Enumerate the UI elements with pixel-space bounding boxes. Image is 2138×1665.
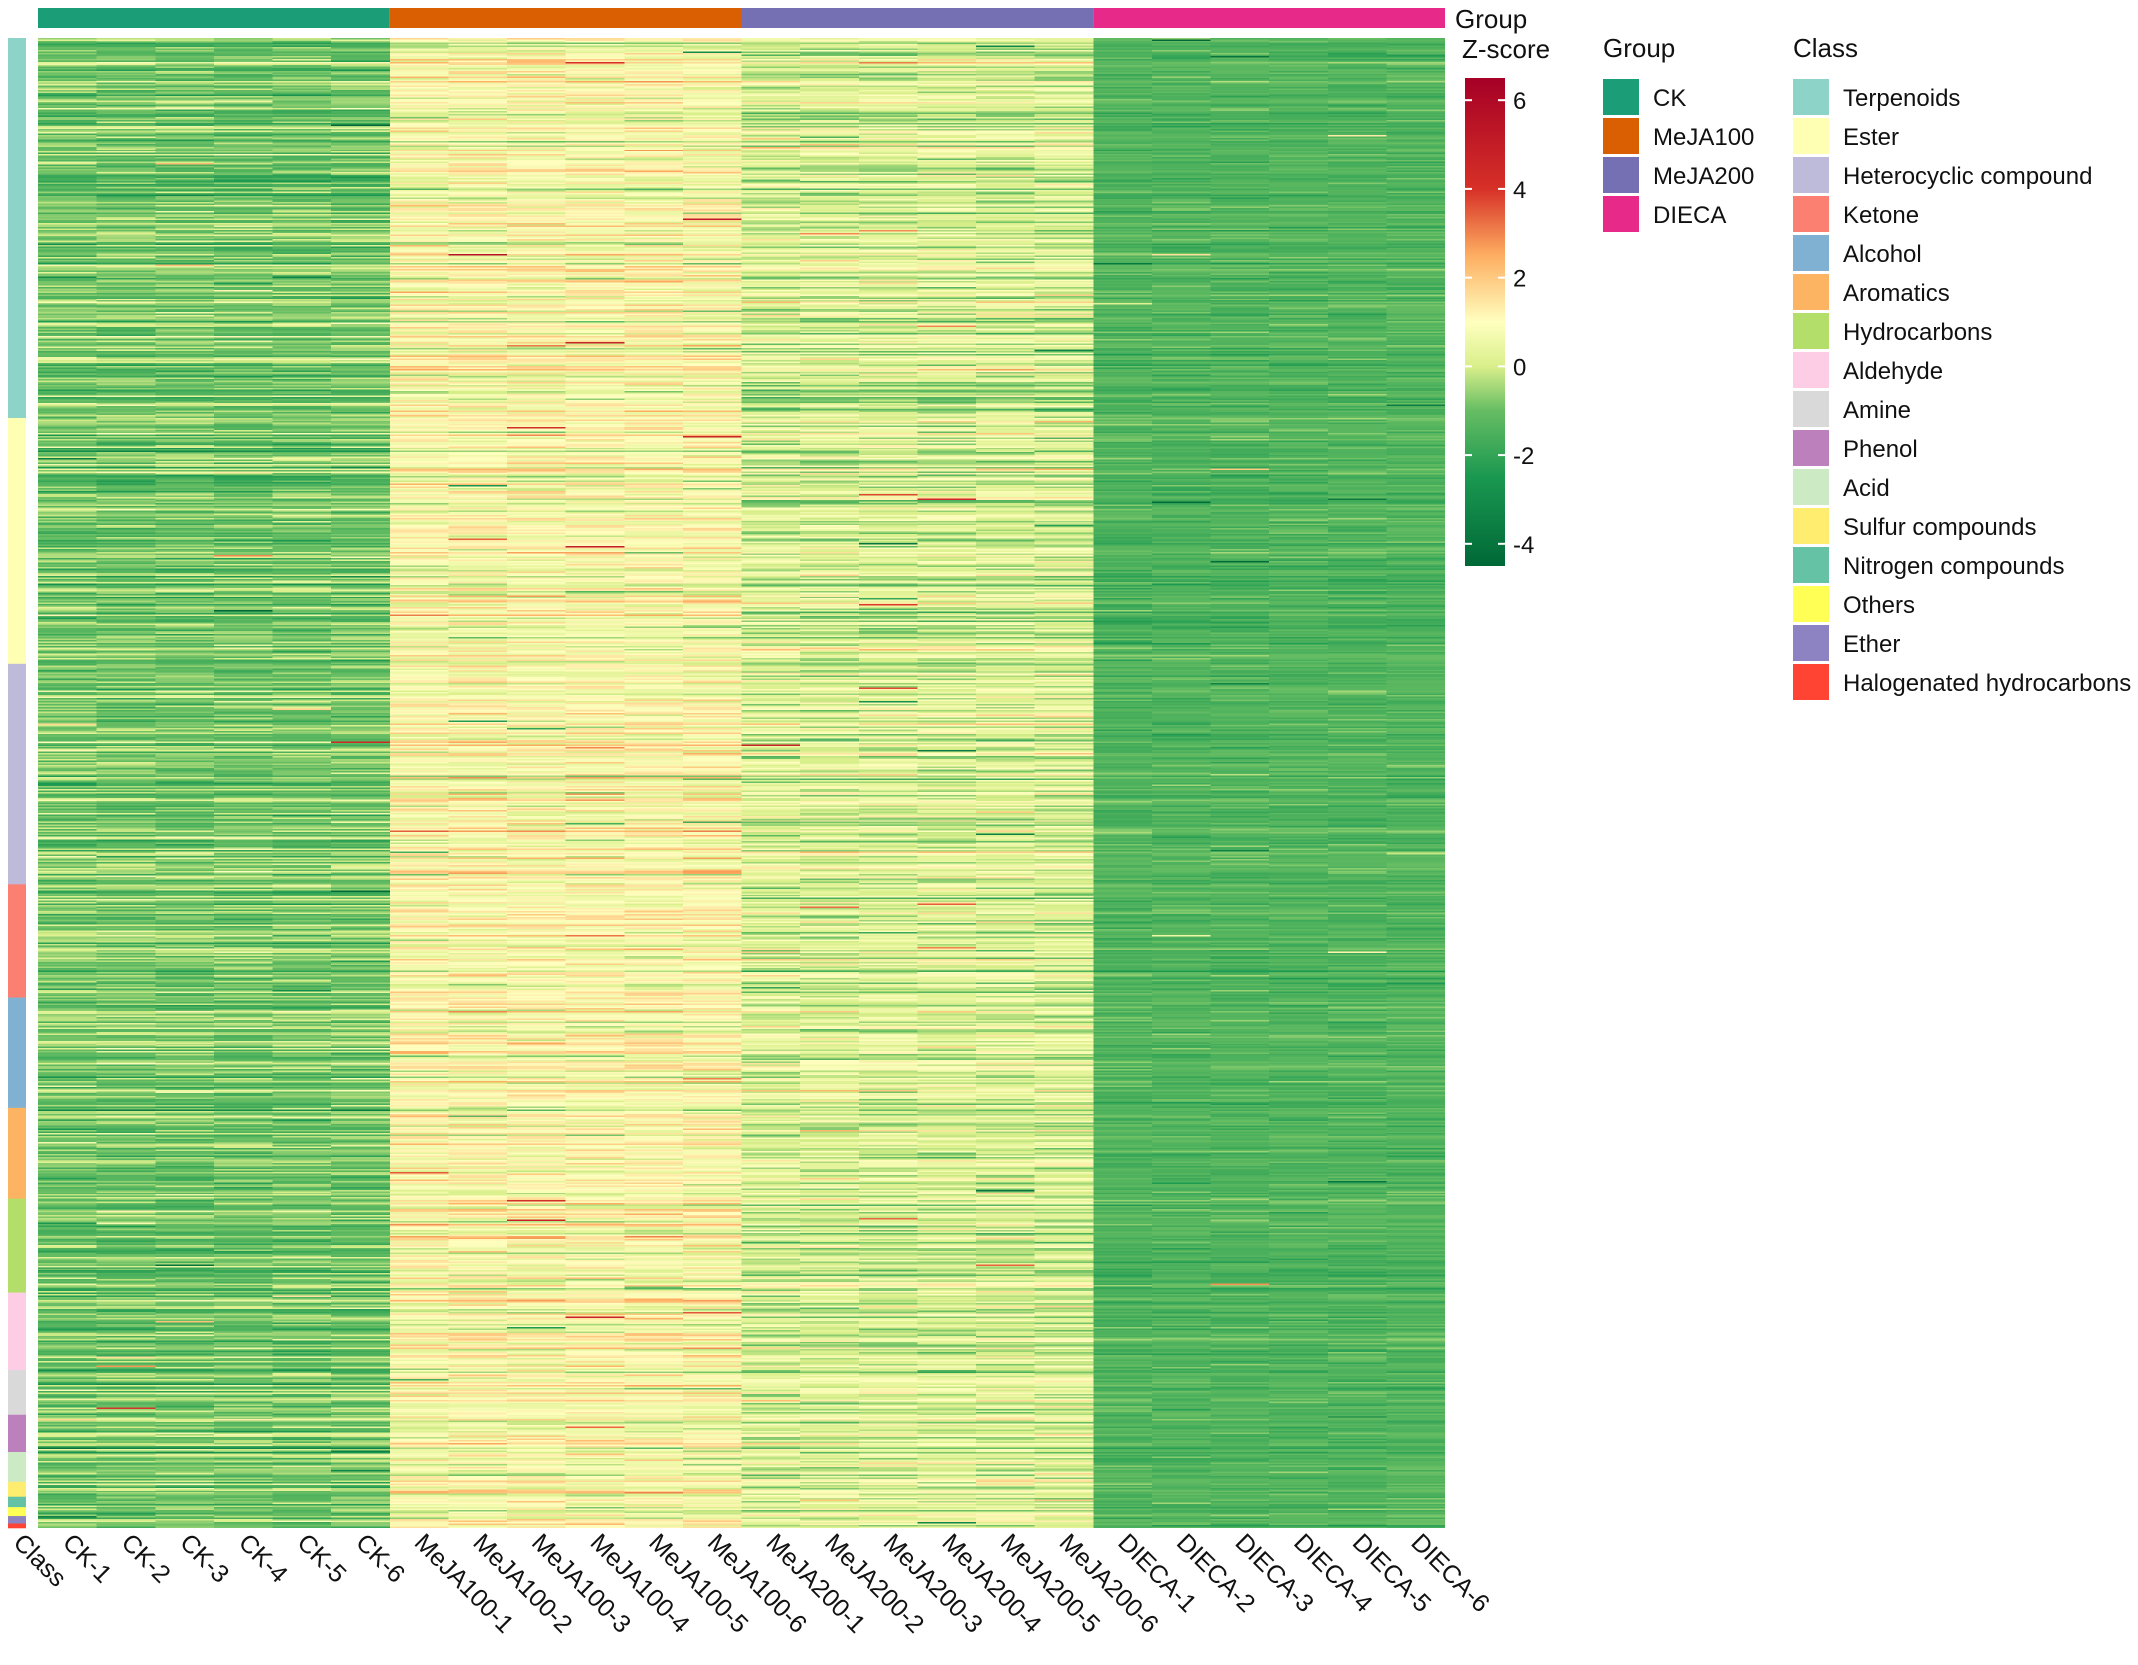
group-bar-meja100: [389, 8, 742, 28]
class-bar-sulfur-compounds: [8, 1481, 26, 1498]
colorbar-tick-label: 6: [1513, 88, 1526, 115]
class-legend-label: Nitrogen compounds: [1843, 553, 2064, 580]
class-bar-aldehyde: [8, 1292, 26, 1371]
class-legend-label: Terpenoids: [1843, 85, 1960, 112]
class-legend-swatch: [1793, 586, 1829, 622]
class-legend: Class Terpenoids Ester Heterocyclic compou…: [1793, 33, 2131, 700]
class-legend-label: Phenol: [1843, 436, 1918, 463]
class-bar-nitrogen-compounds: [8, 1496, 26, 1508]
class-legend-swatch: [1793, 118, 1829, 154]
class-legend-swatch: [1793, 196, 1829, 232]
class-legend-label: Sulfur compounds: [1843, 514, 2036, 541]
colorbar-title: Z-score: [1462, 34, 1550, 64]
colorbar-gradient: [1465, 78, 1505, 566]
class-legend-label: Aldehyde: [1843, 358, 1943, 385]
class-bar-phenol: [8, 1414, 26, 1453]
class-bar-aromatics: [8, 1107, 26, 1200]
colorbar-tick-label: 2: [1513, 266, 1526, 293]
class-legend-label: Ester: [1843, 124, 1899, 151]
class-bar-ester: [8, 417, 26, 665]
class-legend-label: Alcohol: [1843, 241, 1922, 268]
class-legend-label: Ether: [1843, 631, 1900, 658]
class-bar-acid: [8, 1452, 26, 1483]
zscore-colorbar: Z-score 6 4 2 0 -2 -4: [1462, 34, 1550, 566]
group-annotation-label: Group: [1455, 4, 1527, 34]
group-bar-meja200: [741, 8, 1094, 28]
group-legend-label: MeJA100: [1653, 124, 1754, 151]
class-bar-terpenoids: [8, 38, 26, 419]
class-bar-halogenated-hydrocarbons: [8, 1523, 26, 1529]
class-annotation-bar: [8, 38, 26, 1529]
class-legend-label: Amine: [1843, 397, 1911, 424]
class-legend-swatch: [1793, 469, 1829, 505]
class-bar-alcohol: [8, 997, 26, 1109]
class-bar-heterocyclic-compound: [8, 663, 26, 885]
group-bar-ck: [38, 8, 390, 28]
class-legend-swatch: [1793, 508, 1829, 544]
class-bar-ether: [8, 1516, 26, 1524]
class-legend-swatch: [1793, 430, 1829, 466]
class-bar-hydrocarbons: [8, 1198, 26, 1293]
group-legend-label: CK: [1653, 85, 1686, 112]
class-legend-label: Acid: [1843, 475, 1890, 502]
class-legend-swatch: [1793, 235, 1829, 271]
group-legend-swatch: [1603, 157, 1639, 193]
colorbar-tick-label: -4: [1513, 532, 1534, 559]
class-legend-label: Halogenated hydrocarbons: [1843, 670, 2131, 697]
class-legend-swatch: [1793, 79, 1829, 115]
class-legend-title: Class: [1793, 33, 1858, 63]
heatmap-matrix: [38, 38, 1445, 1528]
class-bar-ketone: [8, 884, 26, 998]
class-legend-swatch: [1793, 157, 1829, 193]
class-bar-amine: [8, 1370, 26, 1416]
class-legend-swatch: [1793, 547, 1829, 583]
group-annotation-bar: [38, 8, 1445, 28]
colorbar-tick-label: 4: [1513, 177, 1526, 204]
group-legend: Group CK MeJA100 MeJA200 DIECA: [1603, 33, 1754, 232]
colorbar-tick-label: 0: [1513, 354, 1526, 381]
class-legend-swatch: [1793, 274, 1829, 310]
class-legend-swatch: [1793, 625, 1829, 661]
class-legend-swatch: [1793, 352, 1829, 388]
class-legend-label: Ketone: [1843, 202, 1919, 229]
group-legend-swatch: [1603, 118, 1639, 154]
group-legend-label: DIECA: [1653, 202, 1726, 229]
class-legend-label: Heterocyclic compound: [1843, 163, 2092, 190]
class-legend-swatch: [1793, 391, 1829, 427]
class-legend-swatch: [1793, 664, 1829, 700]
group-legend-swatch: [1603, 196, 1639, 232]
class-legend-label: Hydrocarbons: [1843, 319, 1992, 346]
group-legend-label: MeJA200: [1653, 163, 1754, 190]
colorbar-tick-label: -2: [1513, 443, 1534, 470]
heatmap-cells: [38, 38, 1445, 1528]
group-legend-swatch: [1603, 79, 1639, 115]
class-legend-label: Others: [1843, 592, 1915, 619]
group-bar-dieca: [1093, 8, 1445, 28]
class-legend-label: Aromatics: [1843, 280, 1950, 307]
class-legend-swatch: [1793, 313, 1829, 349]
group-legend-title: Group: [1603, 33, 1675, 63]
class-bar-others: [8, 1507, 26, 1517]
